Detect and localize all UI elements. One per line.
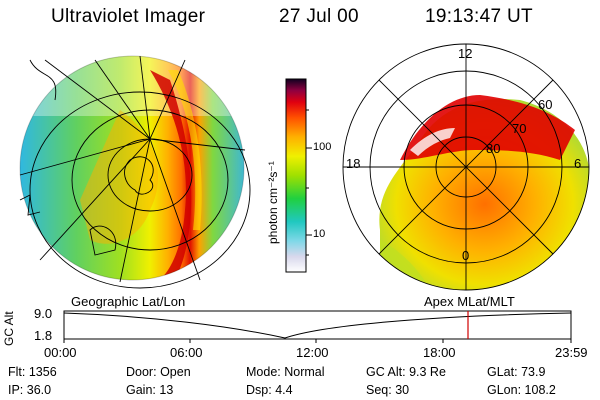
colorbar-tick-100: 100 (313, 141, 332, 153)
altitude-xtick-1200: 12:00 (296, 345, 329, 360)
status-glat: GLat: 73.9 (487, 365, 546, 379)
instrument-title: Ultraviolet Imager (51, 6, 206, 27)
mlt-label-6: 6 (574, 156, 582, 171)
date-label: 27 Jul 00 (279, 6, 359, 27)
altitude-xtick-0000: 00:00 (44, 345, 77, 360)
status-door: Door: Open (126, 365, 191, 379)
colorbar (285, 78, 307, 273)
colorbar-unit-label: photon cm⁻²s⁻¹ (266, 161, 280, 244)
mlt-label-0: 0 (462, 248, 470, 263)
altitude-curve (63, 312, 572, 339)
mlt-label-18: 18 (346, 156, 361, 171)
lat-label-60: 60 (538, 97, 553, 112)
apex-panel-label: Apex MLat/MLT (424, 294, 515, 309)
status-mode: Mode: Normal (246, 365, 325, 379)
polar-grid (342, 43, 590, 291)
altitude-ytick-1-8: 1.8 (34, 328, 53, 343)
altitude-xtick-2359: 23:59 (555, 345, 588, 360)
status-glon: GLon: 108.2 (487, 383, 556, 397)
altitude-xtick-0600: 06:00 (170, 345, 203, 360)
altitude-axis-label: GC Alt (2, 311, 16, 346)
status-seq: Seq: 30 (366, 383, 410, 397)
status-flt: Flt: 1356 (8, 365, 57, 379)
status-ip: IP: 36.0 (8, 383, 52, 397)
status-gc-alt: GC Alt: 9.3 Re (366, 365, 446, 379)
mlt-label-12: 12 (458, 46, 473, 61)
altitude-xtick-1800: 18:00 (423, 345, 456, 360)
altitude-ytick-9: 9.0 (34, 306, 53, 321)
geographic-panel-label: Geographic Lat/Lon (71, 294, 186, 309)
status-dsp: Dsp: 4.4 (246, 383, 293, 397)
colorbar-tick-10: 10 (313, 228, 326, 240)
status-gain: Gain: 13 (126, 383, 174, 397)
geographic-image (20, 56, 244, 280)
time-label: 19:13:47 UT (425, 6, 533, 27)
lat-label-70: 70 (512, 121, 527, 136)
geographic-grid (19, 55, 251, 289)
lat-label-80: 80 (486, 141, 501, 156)
